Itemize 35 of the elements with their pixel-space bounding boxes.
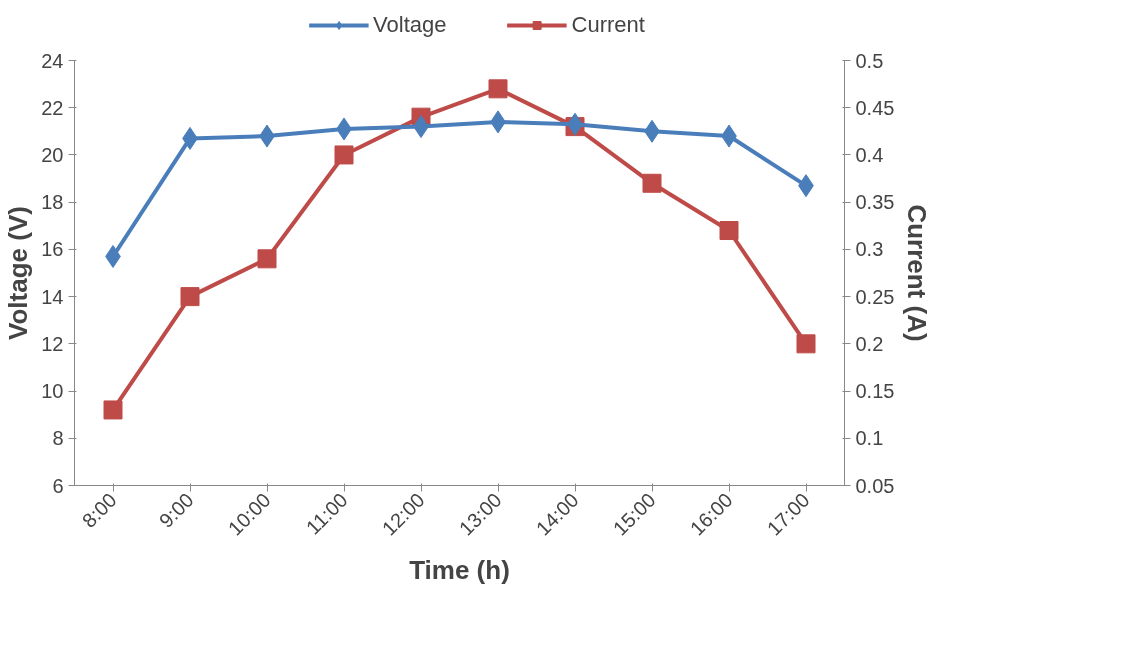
y-tick-label: 22 [41, 96, 64, 119]
legend-label: Current [571, 12, 645, 38]
y2-tick-label: 0.45 [855, 96, 895, 119]
point [257, 249, 277, 269]
y-tick-label: 14 [41, 285, 64, 308]
y2-tick-label: 0.2 [855, 332, 884, 355]
y-tick-label: 16 [41, 238, 64, 261]
x-axis-title: Time (h) [409, 555, 510, 586]
y-tick-label: 8 [52, 427, 64, 450]
point [103, 400, 123, 420]
y2-tick-label: 0.3 [855, 238, 884, 261]
x-tick-label: 8:00 [77, 488, 121, 532]
y-tick-label: 20 [41, 143, 64, 166]
y-axis-title: Voltage (V) [3, 206, 34, 340]
y2-axis-title: Current (A) [902, 204, 933, 342]
y2-tick-label: 0.15 [855, 380, 895, 403]
point [642, 173, 662, 193]
y2-tick-label: 0.25 [855, 285, 895, 308]
legend-label: Voltage [373, 12, 447, 38]
y-tick-label: 24 [41, 49, 64, 72]
point [334, 145, 354, 165]
y2-tick-label: 0.4 [855, 143, 884, 166]
point [488, 79, 508, 99]
point [796, 334, 816, 354]
y-tick-label: 18 [41, 191, 64, 214]
point [180, 287, 200, 307]
y-tick-label: 12 [41, 332, 64, 355]
y2-tick-label: 0.35 [855, 191, 895, 214]
point [719, 221, 739, 240]
y2-tick-label: 0.5 [855, 49, 884, 72]
y-tick-label: 6 [52, 474, 64, 497]
x-tick-label: 9:00 [154, 488, 198, 532]
y-tick-label: 10 [41, 380, 64, 403]
y2-tick-label: 0.1 [855, 427, 884, 450]
y2-tick-label: 0.05 [855, 474, 895, 497]
